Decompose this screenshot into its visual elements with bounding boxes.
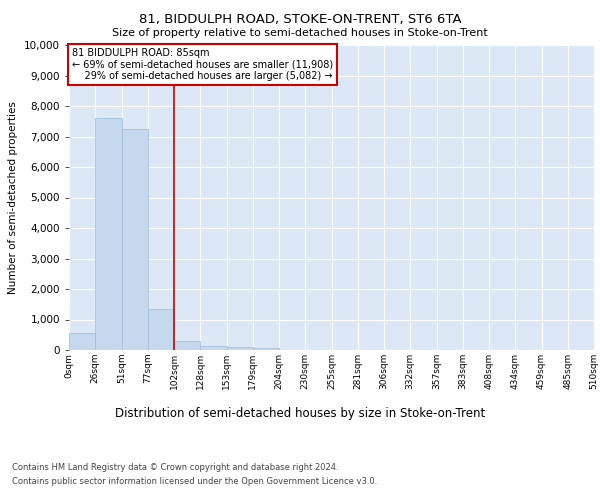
Text: Contains public sector information licensed under the Open Government Licence v3: Contains public sector information licen… [12, 478, 377, 486]
Text: Distribution of semi-detached houses by size in Stoke-on-Trent: Distribution of semi-detached houses by … [115, 408, 485, 420]
Y-axis label: Number of semi-detached properties: Number of semi-detached properties [8, 101, 19, 294]
Bar [95, 118, 121, 350]
Bar [227, 347, 253, 350]
Bar [148, 309, 174, 350]
Text: Contains HM Land Registry data © Crown copyright and database right 2024.: Contains HM Land Registry data © Crown c… [12, 462, 338, 471]
Bar [253, 348, 279, 350]
Bar [121, 129, 148, 350]
Text: Size of property relative to semi-detached houses in Stoke-on-Trent: Size of property relative to semi-detach… [112, 28, 488, 38]
Bar [69, 333, 95, 350]
Text: 81 BIDDULPH ROAD: 85sqm
← 69% of semi-detached houses are smaller (11,908)
    2: 81 BIDDULPH ROAD: 85sqm ← 69% of semi-de… [71, 48, 333, 82]
Text: 81, BIDDULPH ROAD, STOKE-ON-TRENT, ST6 6TA: 81, BIDDULPH ROAD, STOKE-ON-TRENT, ST6 6… [139, 12, 461, 26]
Bar [200, 346, 227, 350]
Bar [174, 341, 200, 350]
